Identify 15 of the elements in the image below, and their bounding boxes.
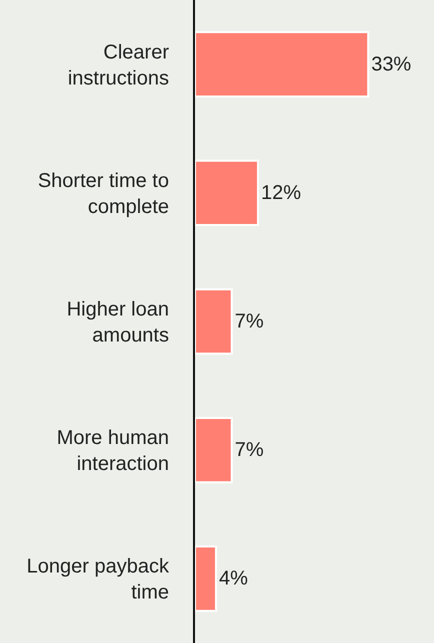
y-tick-label: More human interaction [56,427,169,476]
y-tick-label: Higher loan amounts [66,298,169,346]
y-tick-label: Shorter time to complete [38,170,169,218]
y-tick-label: Clearer instructions [68,41,170,90]
data-label: 4% [218,568,248,590]
data-label: 33% [371,53,412,76]
bar [195,546,217,612]
bar [195,416,233,484]
bar [195,160,259,226]
bar [195,288,233,355]
data-label: 7% [234,439,264,462]
data-label: 12% [260,182,302,204]
data-label: 7% [234,310,264,332]
bar [195,31,370,98]
y-tick-label: Longer payback time [26,556,170,604]
